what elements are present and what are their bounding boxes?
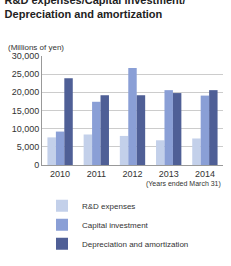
- svg-text:Capital investment: Capital investment: [82, 221, 149, 230]
- svg-text:2014: 2014: [195, 169, 215, 179]
- svg-text:30,000: 30,000: [12, 51, 40, 61]
- svg-text:(Millions of yen): (Millions of yen): [8, 43, 64, 52]
- svg-text:0: 0: [34, 160, 39, 170]
- svg-text:R&D expenses/Capital investmen: R&D expenses/Capital investment/Deprecia…: [5, 0, 186, 20]
- svg-text:2011: 2011: [87, 169, 106, 179]
- svg-text:2012: 2012: [122, 169, 142, 179]
- svg-text:R&D expenses: R&D expenses: [82, 202, 135, 211]
- svg-text:25,000: 25,000: [12, 69, 40, 79]
- svg-text:5,000: 5,000: [17, 142, 40, 152]
- svg-text:10,000: 10,000: [12, 124, 40, 134]
- svg-text:2013: 2013: [159, 169, 179, 179]
- svg-text:15,000: 15,000: [12, 106, 40, 116]
- svg-text:20,000: 20,000: [12, 87, 40, 97]
- svg-text:2010: 2010: [50, 169, 70, 179]
- svg-text:Depreciation and amortization: Depreciation and amortization: [82, 240, 188, 249]
- svg-text:(Years ended March 31): (Years ended March 31): [146, 180, 221, 188]
